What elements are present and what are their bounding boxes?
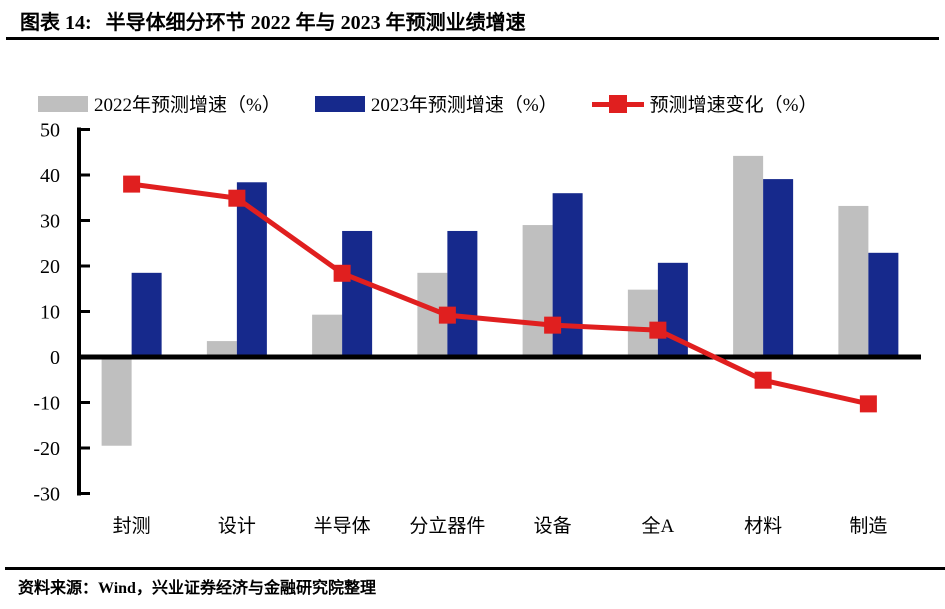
bar-2022-4 — [522, 225, 553, 357]
bar-2022-6 — [733, 155, 764, 357]
legend-square-marker-icon — [608, 94, 627, 113]
chart-legend: 2022年预测增速（%） 2023年预测增速（%） 预测增速变化（%） — [38, 90, 817, 117]
legend-label-2022: 2022年预测增速（%） — [94, 95, 281, 116]
y-tick-label-5: 0 — [50, 347, 60, 369]
y-tick-label-3: 20 — [40, 256, 60, 278]
x-label-2: 半导体 — [314, 515, 371, 537]
y-tick-label-1: 40 — [40, 165, 60, 187]
change-marker-5 — [649, 321, 667, 339]
bar-2022-2 — [312, 314, 343, 357]
y-tick-label-2: 30 — [40, 211, 60, 233]
change-marker-4 — [544, 316, 562, 334]
bar-2023-6 — [763, 179, 794, 357]
title-divider-rule — [6, 37, 939, 40]
x-label-3: 分立器件 — [409, 515, 485, 537]
change-marker-3 — [438, 306, 456, 324]
change-marker-2 — [333, 264, 351, 282]
y-tick-label-0: 50 — [40, 120, 60, 142]
bar-2022-7 — [838, 205, 869, 357]
legend-item-change: 预测增速变化（%） — [591, 90, 818, 117]
figure-number-label: 图表 14: — [20, 12, 92, 34]
legend-item-2023: 2023年预测增速（%） — [314, 90, 558, 117]
change-marker-0 — [123, 175, 141, 193]
bar-2023-7 — [868, 252, 899, 357]
source-note: 资料来源：Wind，兴业证券经济与金融研究院整理 — [18, 580, 376, 597]
x-label-5: 全A — [642, 515, 675, 537]
legend-swatch-2023-bar — [314, 95, 365, 112]
x-label-4: 设备 — [534, 515, 572, 537]
bar-2022-0 — [101, 357, 132, 446]
change-marker-1 — [228, 189, 246, 207]
x-label-0: 封测 — [113, 515, 151, 537]
legend-swatch-2022-bar — [38, 95, 88, 112]
bottom-divider-rule — [5, 567, 945, 570]
figure-title: 图表 14: 半导体细分环节 2022 年与 2023 年预测业绩增速 — [20, 6, 526, 35]
y-tick-label-8: -30 — [33, 484, 60, 506]
bar-2023-2 — [342, 230, 373, 357]
legend-label-2023: 2023年预测增速（%） — [370, 95, 558, 116]
y-tick-label-6: -10 — [33, 393, 60, 415]
legend-item-2022: 2022年预测增速（%） — [38, 90, 281, 117]
figure-title-text: 半导体细分环节 2022 年与 2023 年预测业绩增速 — [105, 12, 526, 34]
change-marker-7 — [859, 395, 877, 413]
legend-line-marker-icon — [591, 94, 644, 113]
x-label-7: 制造 — [849, 515, 887, 537]
change-line — [131, 181, 869, 407]
change-marker-6 — [754, 371, 772, 389]
bar-2022-1 — [206, 341, 237, 357]
y-tick-label-4: 10 — [40, 302, 60, 324]
x-label-6: 材料 — [744, 515, 782, 537]
bar-2023-3 — [447, 230, 478, 357]
legend-label-change: 预测增速变化（%） — [649, 95, 818, 116]
chart-canvas: 50 40 30 20 10 0 -10 -20 -30 封测 设计 半导体 分立器件 设备 全A 材料 制造 — [33, 120, 921, 537]
x-label-1: 设计 — [218, 515, 256, 537]
bar-2023-0 — [131, 272, 162, 357]
y-tick-label-7: -20 — [33, 438, 60, 460]
